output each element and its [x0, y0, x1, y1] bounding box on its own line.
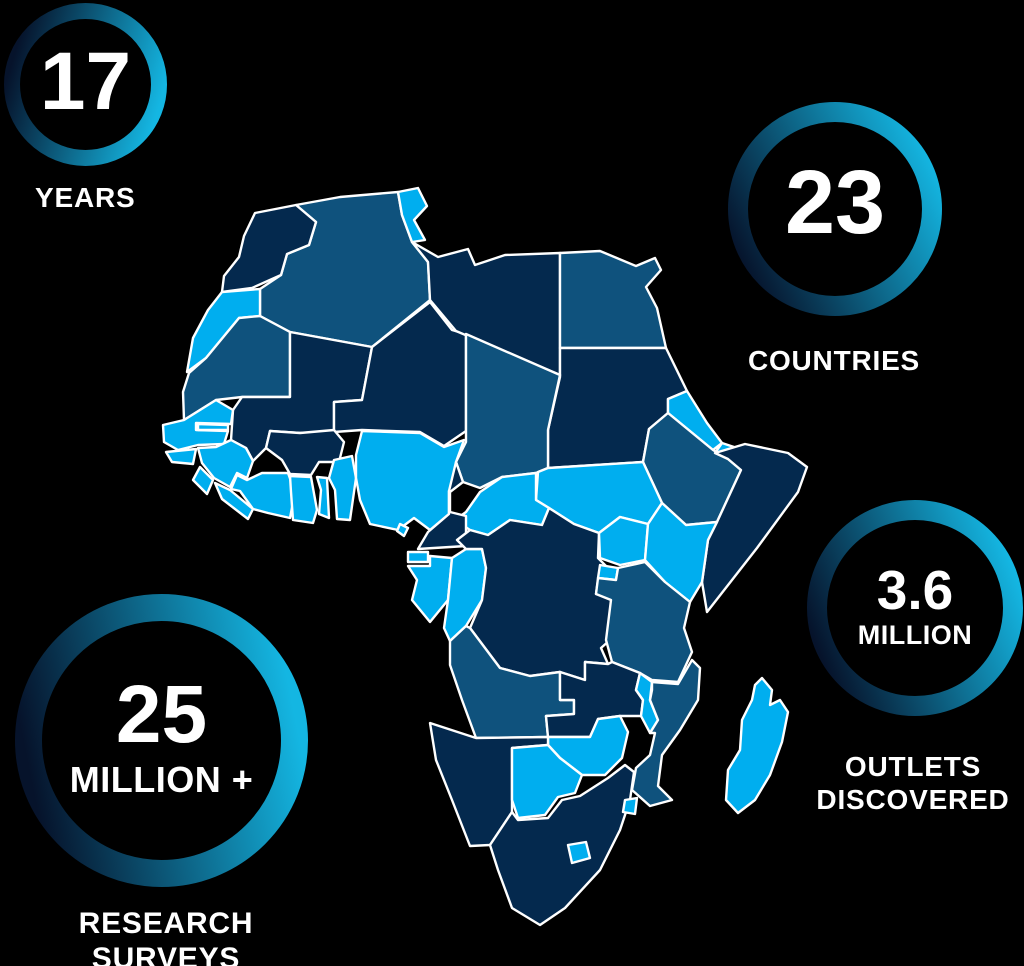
- outlets-label: OUTLETS DISCOVERED: [813, 750, 1013, 816]
- country-ghana: [288, 474, 319, 525]
- country-lesotho: [566, 840, 592, 865]
- country-gambia: [196, 422, 230, 432]
- country-mozambique: [630, 658, 702, 808]
- country-liberia: [213, 481, 255, 521]
- country-burkina-faso: [264, 428, 346, 477]
- countries-ring-icon: [728, 102, 942, 316]
- country-zambia: [544, 660, 645, 739]
- country-equatorial-guinea: [406, 550, 430, 564]
- surveys-value: 25: [115, 668, 208, 760]
- stat-surveys: 25 MILLION +: [15, 594, 308, 887]
- country-togo: [315, 475, 331, 520]
- country-bioko: [395, 522, 410, 538]
- surveys-label-line1: RESEARCH SURVEYS: [78, 907, 254, 966]
- country-cote-divoire: [229, 471, 297, 520]
- country-tunisia: [396, 186, 429, 244]
- years-label: YEARS: [35, 182, 136, 213]
- outlets-ring-icon: [807, 500, 1023, 716]
- countries-value: 23: [784, 153, 886, 253]
- outlets-label-line1: OUTLETS: [844, 751, 982, 782]
- surveys-ring-icon: [15, 594, 308, 887]
- stat-outlets: 3.6 MILLION: [807, 500, 1023, 716]
- country-benin: [327, 454, 358, 522]
- country-guinea: [196, 438, 255, 489]
- years-ring-icon: [4, 3, 167, 166]
- stat-countries: 23: [728, 102, 942, 316]
- country-morocco: [220, 203, 318, 294]
- country-egypt: [558, 249, 668, 350]
- outlets-value: 3.6: [876, 559, 954, 621]
- stat-years: 17: [4, 3, 167, 166]
- countries-label: COUNTRIES: [747, 345, 921, 376]
- country-somalia: [700, 442, 809, 614]
- outlets-unit: MILLION: [857, 620, 973, 650]
- surveys-label: RESEARCH SURVEYS CAPTURED: [6, 906, 326, 966]
- country-botswana: [510, 743, 584, 820]
- country-eswatini: [621, 796, 639, 816]
- outlets-label-line2: DISCOVERED: [816, 784, 1010, 816]
- years-value: 17: [39, 35, 132, 127]
- country-guinea-bissau: [164, 447, 198, 466]
- surveys-unit: MILLION +: [69, 758, 254, 800]
- country-madagascar: [724, 676, 790, 815]
- country-sierra-leone: [191, 465, 215, 496]
